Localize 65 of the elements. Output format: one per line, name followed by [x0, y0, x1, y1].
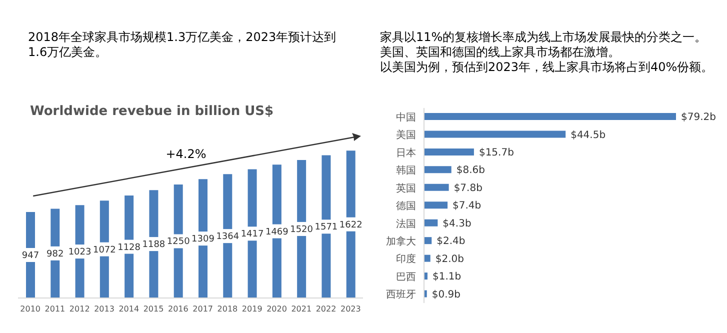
- data-label: $7.4b: [452, 200, 482, 212]
- y-tick-label: 日本: [396, 146, 416, 159]
- bar: [424, 166, 452, 174]
- data-label: $2.0b: [435, 254, 464, 265]
- chart-title: 家具以11%的复核增长率成为线上市场发展最快的分类之一。: [380, 30, 708, 45]
- bar: [424, 219, 438, 226]
- data-label: $7.8b: [454, 182, 482, 194]
- data-label: $1.1b: [432, 272, 462, 283]
- bar: [424, 130, 566, 138]
- data-label: $8.6b: [456, 165, 485, 176]
- text: 美国、英国和德国的线上家具市场都在激增。: [380, 45, 621, 60]
- x-tick-label: 2019: [242, 304, 262, 314]
- bar: [424, 254, 430, 262]
- data-label: 1128: [118, 242, 141, 253]
- data-label: 1622: [339, 220, 362, 230]
- x-tick-label: 2013: [94, 304, 114, 314]
- bar: [424, 202, 448, 209]
- data-label: 982: [46, 249, 64, 260]
- y-tick-label: 英国: [396, 182, 416, 194]
- x-tick-label: 2020: [266, 304, 287, 314]
- data-label: $2.4b: [436, 236, 466, 248]
- x-tick-label: 2012: [69, 304, 90, 314]
- x-tick-label: 2014: [118, 304, 140, 314]
- annotation: +4.2%: [166, 147, 206, 161]
- x-tick-label: 2021: [291, 304, 312, 314]
- data-label: $79.2b: [681, 112, 716, 124]
- data-label: 1023: [68, 248, 92, 258]
- data-label: $44.5b: [570, 130, 606, 141]
- data-label: 1469: [265, 227, 289, 238]
- x-tick-label: 2011: [44, 304, 66, 314]
- data-label: 1364: [216, 232, 240, 242]
- data-label: 1309: [192, 234, 215, 245]
- data-label: 1417: [240, 230, 264, 240]
- data-label: 1571: [314, 222, 338, 233]
- data-label: 1250: [166, 237, 190, 248]
- data-label: 947: [22, 250, 40, 261]
- y-tick-label: 韩国: [396, 164, 416, 177]
- y-tick-label: 西班牙: [386, 288, 416, 301]
- x-tick-label: 2018: [217, 304, 238, 314]
- chart-subtitle: Worldwide revebue in billion US$: [30, 104, 274, 119]
- x-tick-label: 2022: [316, 304, 336, 314]
- bar: [424, 113, 676, 120]
- chart-title: 2018年全球家具市场规模1.3万亿美金，2023年预计达到1.6万亿美金。: [28, 30, 338, 60]
- x-tick-label: 2017: [192, 304, 213, 314]
- y-tick-label: 德国: [396, 201, 416, 212]
- x-tick-label: 2016: [168, 304, 188, 314]
- data-label: $4.3b: [442, 218, 472, 230]
- y-tick-label: 美国: [396, 129, 416, 142]
- bar: [424, 148, 474, 156]
- text: 以美国为例，预估到2023年，线上家具市场将占到40%份额。: [380, 60, 714, 75]
- bar: [424, 237, 432, 244]
- bar: [424, 184, 449, 191]
- y-tick-label: 印度: [396, 253, 416, 266]
- x-tick-label: 2023: [340, 304, 361, 314]
- y-tick-label: 中国: [396, 111, 416, 124]
- x-tick-label: 2015: [143, 304, 164, 314]
- data-label: 1520: [290, 224, 314, 235]
- data-label: $0.9b: [432, 289, 460, 300]
- y-tick-label: 法国: [396, 218, 416, 230]
- data-label: $15.7b: [478, 148, 514, 159]
- y-tick-label: 巴西: [396, 272, 416, 283]
- x-tick-label: 2010: [20, 304, 40, 314]
- data-label: 1072: [92, 245, 116, 256]
- y-tick-label: 加拿大: [386, 236, 416, 248]
- data-label: 1188: [142, 240, 166, 250]
